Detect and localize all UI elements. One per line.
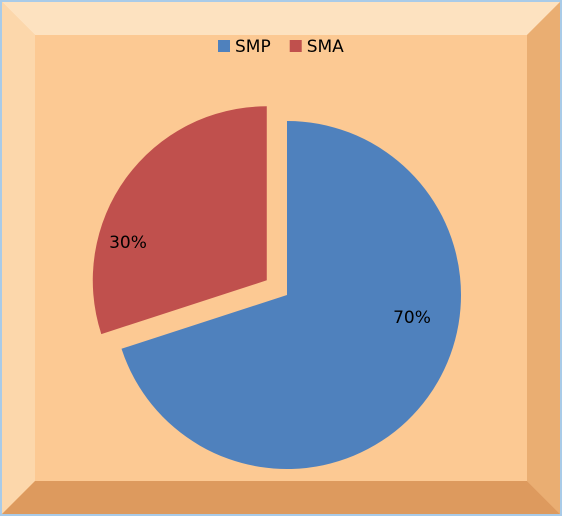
data-label: 30% xyxy=(109,233,147,253)
data-label: 70% xyxy=(393,308,431,328)
pie-slice xyxy=(92,106,267,335)
legend-swatch xyxy=(289,40,302,52)
legend-label: SMA xyxy=(307,37,344,57)
pie-slice xyxy=(121,121,461,469)
legend-label: SMP xyxy=(235,37,271,57)
legend-swatch xyxy=(218,40,230,52)
